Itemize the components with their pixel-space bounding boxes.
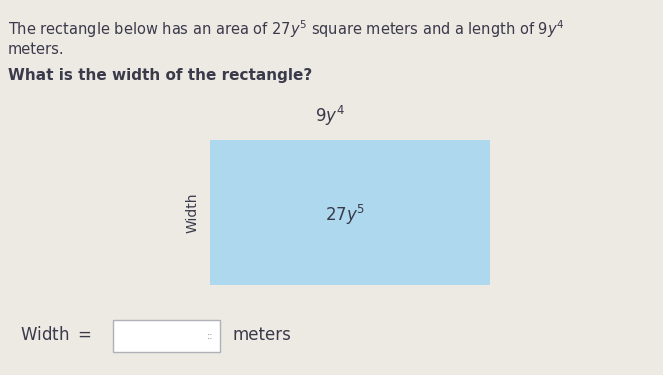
Text: Width: Width xyxy=(186,192,200,233)
Text: The rectangle below has an area of $27y^5$ square meters and a length of $9y^4$: The rectangle below has an area of $27y^… xyxy=(8,18,564,40)
Text: $9y^4$: $9y^4$ xyxy=(315,104,345,128)
Bar xyxy=(210,140,490,285)
Bar xyxy=(113,320,220,352)
Text: meters: meters xyxy=(232,326,291,344)
Text: $27y^5$: $27y^5$ xyxy=(325,203,365,227)
Text: ::: :: xyxy=(207,331,213,341)
Text: meters.: meters. xyxy=(8,42,64,57)
Text: Width $=$: Width $=$ xyxy=(20,326,91,344)
Text: What is the width of the rectangle?: What is the width of the rectangle? xyxy=(8,68,312,83)
